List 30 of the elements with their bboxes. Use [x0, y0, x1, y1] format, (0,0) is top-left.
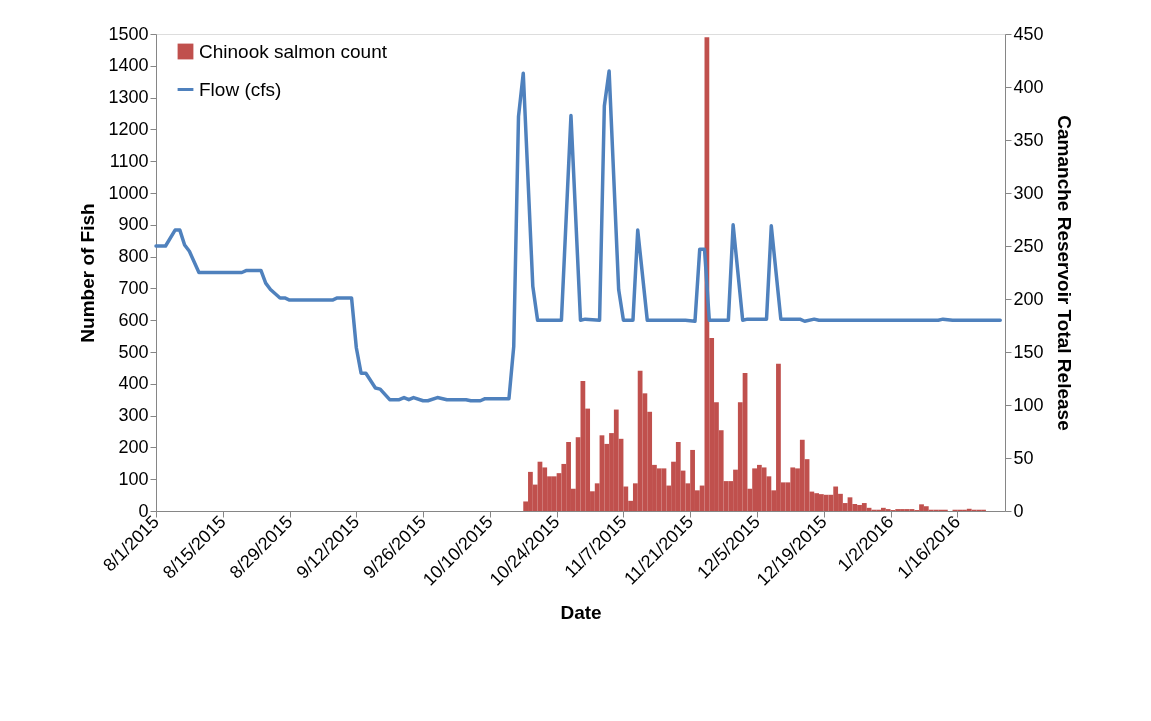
- y-tick-label: 700: [118, 277, 149, 298]
- x-axis-title: Date: [560, 601, 602, 623]
- y-tick-label: 900: [118, 214, 149, 235]
- y2-tick-label: 200: [1013, 288, 1044, 309]
- y2-tick-label: 0: [1013, 500, 1024, 521]
- y2-tick-label: 250: [1013, 235, 1044, 256]
- y-tick-label: 600: [118, 309, 149, 330]
- y-tick-label: 100: [118, 468, 149, 489]
- y-axis-title: Number of Fish: [77, 203, 99, 343]
- legend-label: Flow (cfs): [199, 78, 282, 100]
- y-tick-label: 1200: [108, 118, 149, 139]
- y2-tick-label: 450: [1013, 23, 1044, 44]
- y-tick-label: 1400: [108, 55, 149, 76]
- y2-tick-label: 300: [1013, 182, 1044, 203]
- y2-tick-label: 400: [1013, 76, 1044, 97]
- y-tick-label: 800: [118, 246, 149, 267]
- y2-tick-label: 50: [1013, 447, 1034, 468]
- y2-tick-label: 100: [1013, 394, 1044, 415]
- y2-tick-label: 150: [1013, 341, 1044, 362]
- y-tick-label: 1100: [109, 150, 149, 171]
- y-tick-label: 500: [118, 341, 149, 362]
- y-tick-label: 1300: [108, 87, 149, 108]
- y-tick-label: 400: [118, 373, 149, 394]
- y2-axis-title: Camanche Reservoir Total Release: [1053, 115, 1075, 431]
- legend-label: Chinook salmon count: [199, 40, 388, 62]
- y2-tick-label: 350: [1013, 129, 1044, 150]
- y-tick-label: 1000: [108, 182, 149, 203]
- y-tick-label: 200: [118, 436, 149, 457]
- y-tick-label: 300: [118, 405, 149, 426]
- y-tick-label: 1500: [108, 23, 149, 44]
